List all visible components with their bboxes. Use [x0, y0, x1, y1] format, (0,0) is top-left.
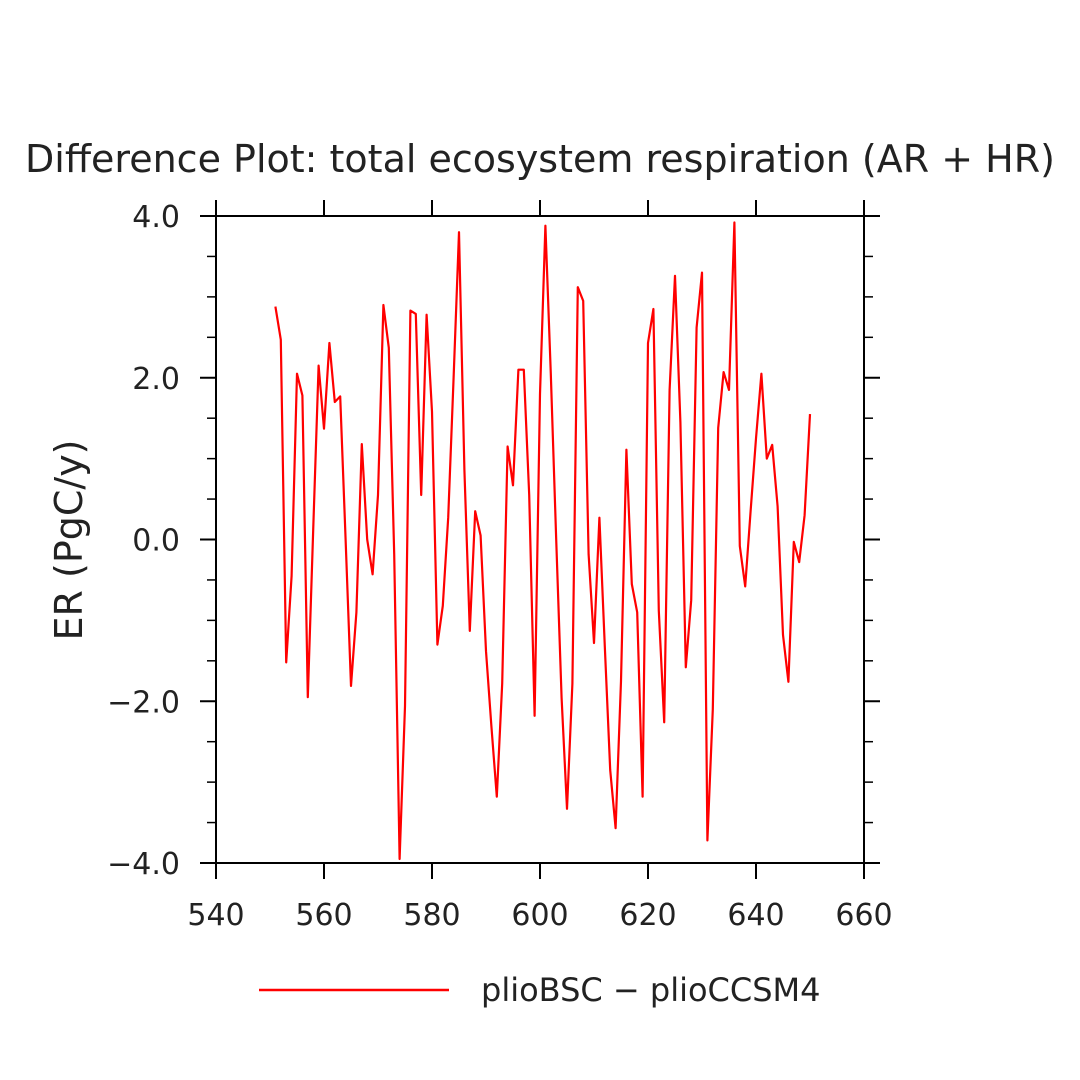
legend: plioBSC − plioCCSM4 — [259, 971, 821, 1009]
y-axis-label: ER (PgC/y) — [47, 439, 91, 640]
x-tick-label: 600 — [511, 898, 568, 933]
series-layer — [274, 221, 812, 861]
y-tick-label: 0.0 — [132, 524, 180, 559]
y-tick-label: −2.0 — [107, 685, 180, 720]
x-tick-label: 620 — [619, 898, 676, 933]
series-line — [274, 221, 812, 861]
x-tick-label: 660 — [835, 898, 892, 933]
x-tick-label: 640 — [727, 898, 784, 933]
chart-title: Difference Plot: total ecosystem respira… — [25, 137, 1055, 181]
x-tick-label: 560 — [295, 898, 352, 933]
axis-tick-labels: 540 560 580 600 620 640 660 −4.0 −2.0 0.0 2.0 4.0 — [107, 200, 892, 933]
x-tick-label: 580 — [403, 898, 460, 933]
y-tick-label: 2.0 — [132, 362, 180, 397]
axis-ticks — [200, 200, 880, 879]
x-tick-label: 540 — [187, 898, 244, 933]
y-tick-label: 4.0 — [132, 200, 180, 235]
y-tick-label: −4.0 — [107, 847, 180, 882]
legend-label: plioBSC − plioCCSM4 — [481, 971, 821, 1009]
plot-frame — [215, 215, 865, 864]
